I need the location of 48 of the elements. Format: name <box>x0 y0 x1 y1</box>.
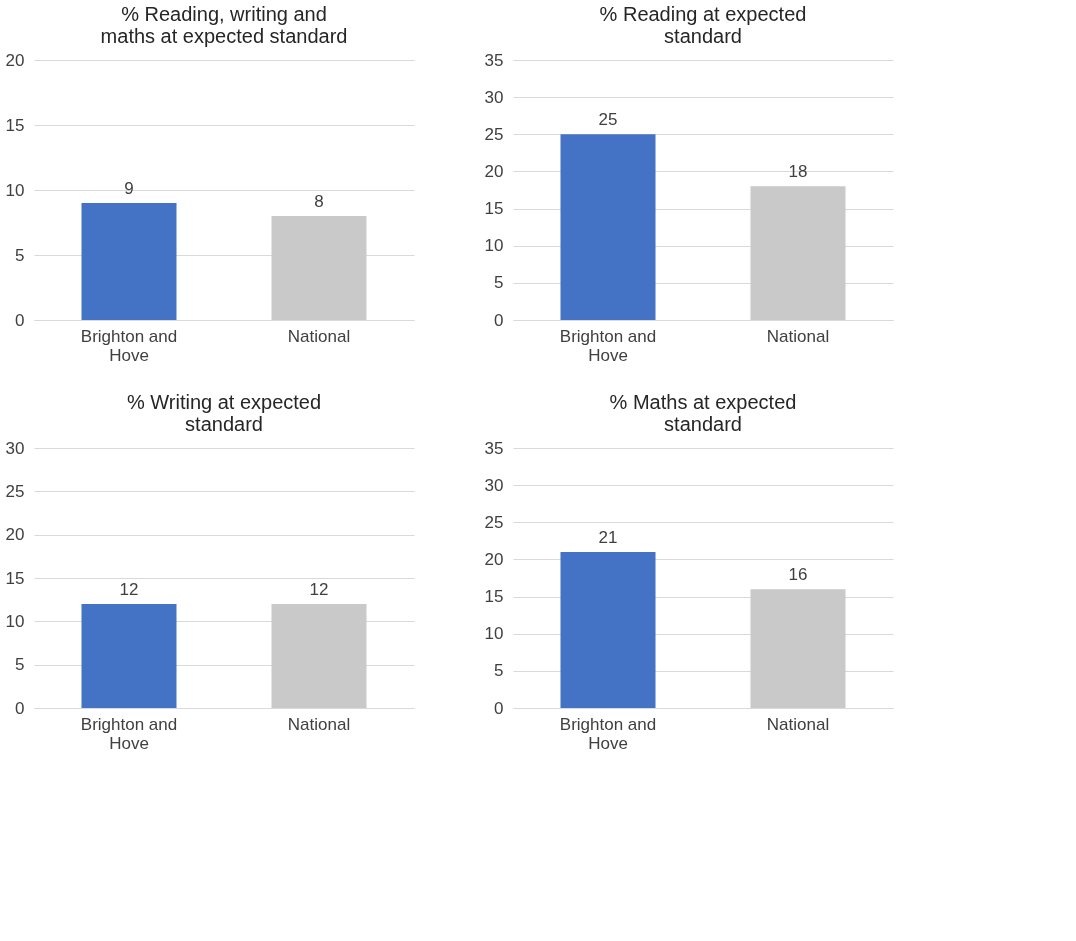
data-label: 12 <box>309 580 329 599</box>
y-tick-label: 20 <box>5 525 25 545</box>
x-tick-label: National <box>766 326 830 346</box>
chart-title: % Reading, writing and maths at expected standard <box>100 3 348 47</box>
x-tick-label: Brighton and Hove <box>80 326 178 365</box>
data-label: 9 <box>124 179 134 198</box>
y-tick-label: 5 <box>15 655 25 675</box>
y-tick-label: 10 <box>5 611 25 631</box>
y-tick-label: 15 <box>484 199 504 219</box>
y-tick-label: 5 <box>494 273 504 293</box>
y-tick-label: 0 <box>15 310 25 330</box>
data-label: 16 <box>788 565 808 585</box>
y-tick-label: 0 <box>15 698 25 718</box>
y-tick-label: 15 <box>484 587 504 607</box>
y-tick-label: 25 <box>484 124 504 144</box>
y-tick-label: 25 <box>484 512 504 532</box>
data-label: 21 <box>598 528 618 547</box>
y-tick-label: 10 <box>484 236 504 256</box>
y-tick-label: 30 <box>484 87 504 107</box>
y-tick-label: 20 <box>484 161 504 181</box>
x-tick-label: Brighton and Hove <box>559 326 657 365</box>
y-tick-label: 15 <box>5 568 25 588</box>
y-tick-label: 10 <box>484 624 504 644</box>
x-tick-label: Brighton and Hove <box>559 714 657 753</box>
y-tick-label: 5 <box>15 245 25 265</box>
x-tick-label: Brighton and Hove <box>80 714 178 753</box>
chart-title: % Reading at expected standard <box>599 3 807 47</box>
y-tick-label: 0 <box>494 698 504 718</box>
data-label: 18 <box>788 162 808 182</box>
y-tick-label: 20 <box>484 549 504 569</box>
y-tick-label: 10 <box>5 180 25 200</box>
x-tick-label: National <box>287 714 351 734</box>
x-tick-label: National <box>766 714 830 734</box>
y-tick-label: 30 <box>484 475 504 495</box>
chart-title: % Writing at expected standard <box>126 391 322 435</box>
data-label: 12 <box>119 580 139 599</box>
y-tick-label: 15 <box>5 115 25 135</box>
chart-title: % Maths at expected standard <box>609 391 797 435</box>
y-tick-label: 35 <box>484 438 504 458</box>
y-tick-label: 0 <box>494 310 504 330</box>
data-label: 25 <box>598 110 618 130</box>
y-tick-label: 25 <box>5 481 25 501</box>
y-tick-label: 5 <box>494 661 504 681</box>
data-label: 8 <box>314 192 324 211</box>
x-tick-label: National <box>287 326 351 346</box>
y-tick-label: 35 <box>484 50 504 70</box>
y-tick-label: 30 <box>5 438 25 458</box>
y-tick-label: 20 <box>5 50 25 70</box>
